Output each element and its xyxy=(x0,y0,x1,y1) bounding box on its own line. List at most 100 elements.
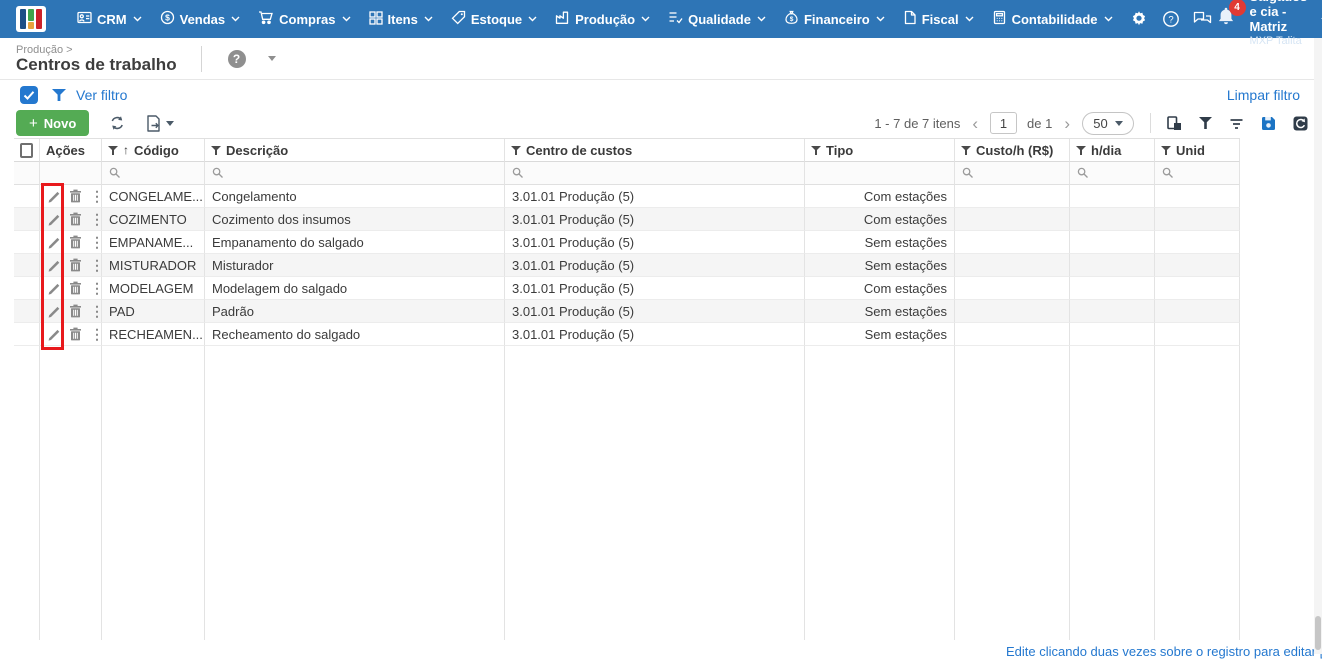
row-menu-icon[interactable]: ⋮ xyxy=(90,326,101,343)
column-filter-icon[interactable] xyxy=(811,145,821,155)
row-menu-icon[interactable]: ⋮ xyxy=(90,211,101,228)
menu-estoque[interactable]: Estoque xyxy=(442,0,546,38)
export-button[interactable] xyxy=(146,114,175,132)
menu-qualidade[interactable]: Qualidade xyxy=(659,0,775,38)
row-menu-icon[interactable]: ⋮ xyxy=(90,188,101,205)
edit-icon[interactable] xyxy=(47,212,61,227)
header-descricao[interactable]: Descrição xyxy=(205,139,505,162)
vertical-scrollbar[interactable] xyxy=(1314,38,1322,654)
column-filter-icon[interactable] xyxy=(1161,145,1171,155)
filter-cell-descricao[interactable] xyxy=(205,162,505,185)
table-row[interactable]: ⋮ COZIMENTO Cozimento dos insumos 3.01.0… xyxy=(14,208,1240,231)
delete-icon[interactable] xyxy=(69,212,82,226)
menu-crm[interactable]: CRM xyxy=(68,0,151,38)
column-filter-icon[interactable] xyxy=(961,145,971,155)
menu-itens[interactable]: Itens xyxy=(360,0,442,38)
row-menu-icon[interactable]: ⋮ xyxy=(90,257,101,274)
next-page-chevron[interactable]: › xyxy=(1064,113,1070,133)
column-filter-icon[interactable] xyxy=(511,145,521,155)
header-tipo[interactable]: Tipo xyxy=(805,139,955,162)
delete-icon[interactable] xyxy=(69,189,82,203)
row-select-cell[interactable] xyxy=(14,254,40,277)
column-filter-icon[interactable] xyxy=(1076,145,1086,155)
filter-cell-tipo[interactable] xyxy=(805,162,955,185)
scrollbar-thumb[interactable] xyxy=(1315,616,1321,650)
factory-icon xyxy=(555,10,570,28)
limpar-filtro-link[interactable]: Limpar filtro xyxy=(1226,87,1300,103)
page-size-select[interactable]: 50 xyxy=(1082,111,1134,135)
columns-chooser-icon[interactable] xyxy=(1167,115,1182,131)
edit-icon[interactable] xyxy=(47,189,61,204)
edit-icon[interactable] xyxy=(47,235,61,250)
filter-cell-centro[interactable] xyxy=(505,162,805,185)
header-unid[interactable]: Unid xyxy=(1155,139,1240,162)
table-row[interactable]: ⋮ EMPANAME... Empanamento do salgado 3.0… xyxy=(14,231,1240,254)
menu-producao[interactable]: Produção xyxy=(546,0,659,38)
select-all-checkbox[interactable] xyxy=(20,142,33,158)
filter-cell-hdia[interactable] xyxy=(1070,162,1155,185)
notifications-bell[interactable]: 4 xyxy=(1216,0,1246,32)
edit-icon[interactable] xyxy=(47,258,61,273)
row-menu-icon[interactable]: ⋮ xyxy=(90,303,101,320)
page-number-input[interactable]: 1 xyxy=(990,112,1018,134)
edit-icon[interactable] xyxy=(47,327,61,342)
clear-sort-icon[interactable] xyxy=(1229,117,1244,130)
menu-compras[interactable]: Compras xyxy=(249,0,359,38)
edit-icon[interactable] xyxy=(47,281,61,296)
prev-page-chevron[interactable]: ‹ xyxy=(972,113,979,133)
column-filter-icon[interactable] xyxy=(211,145,221,155)
row-menu-icon[interactable]: ⋮ xyxy=(90,280,101,297)
filter-checkbox[interactable] xyxy=(20,86,38,104)
delete-icon[interactable] xyxy=(69,235,82,249)
menu-financeiro[interactable]: $ Financeiro xyxy=(775,0,894,38)
delete-icon[interactable] xyxy=(69,258,82,272)
page-help-icon[interactable]: ? xyxy=(227,49,246,68)
restore-layout-icon[interactable] xyxy=(1293,116,1308,131)
table-row[interactable]: ⋮ MODELAGEM Modelagem do salgado 3.01.01… xyxy=(14,277,1240,300)
header-select-all[interactable] xyxy=(14,139,40,162)
table-row[interactable]: ⋮ RECHEAMEN... Recheamento do salgado 3.… xyxy=(14,323,1240,346)
menu-fiscal[interactable]: Fiscal xyxy=(894,0,983,38)
column-filter-icon[interactable] xyxy=(108,145,118,155)
row-select-cell[interactable] xyxy=(14,323,40,346)
save-layout-icon[interactable] xyxy=(1261,116,1276,131)
header-codigo[interactable]: ↑ Código xyxy=(102,139,205,162)
header-centro-custos[interactable]: Centro de custos xyxy=(505,139,805,162)
header-custo-h[interactable]: Custo/h (R$) xyxy=(955,139,1070,162)
breadcrumb[interactable]: Produção > xyxy=(16,44,73,57)
menu-contabilidade[interactable]: Contabilidade xyxy=(983,0,1122,38)
gear-icon[interactable] xyxy=(1126,6,1152,32)
help-dropdown-caret[interactable] xyxy=(267,56,276,61)
app-logo[interactable] xyxy=(16,6,46,32)
row-select-cell[interactable] xyxy=(14,231,40,254)
chat-icon[interactable] xyxy=(1190,6,1216,32)
edit-icon[interactable] xyxy=(47,304,61,319)
filter-funnel-icon[interactable] xyxy=(52,89,66,101)
row-select-cell[interactable] xyxy=(14,300,40,323)
filter-cell-unid[interactable] xyxy=(1155,162,1240,185)
filter-cell-custo[interactable] xyxy=(955,162,1070,185)
row-select-cell[interactable] xyxy=(14,277,40,300)
row-select-cell[interactable] xyxy=(14,185,40,208)
company-selector[interactable]: Salgados e cia - Matriz MXP Talita xyxy=(1250,0,1322,48)
row-menu-icon[interactable]: ⋮ xyxy=(90,234,101,251)
refresh-icon[interactable] xyxy=(109,115,126,131)
help-icon[interactable]: ? xyxy=(1158,6,1184,32)
delete-icon[interactable] xyxy=(69,327,82,341)
table-row[interactable]: ⋮ CONGELAME... Congelamento 3.01.01 Prod… xyxy=(14,185,1240,208)
grid-empty-area xyxy=(14,346,1240,640)
table-row[interactable]: ⋮ PAD Padrão 3.01.01 Produção (5) Sem es… xyxy=(14,300,1240,323)
check-icon xyxy=(23,90,35,100)
grid-filter-icon[interactable] xyxy=(1199,117,1212,129)
delete-icon[interactable] xyxy=(69,304,82,318)
novo-button[interactable]: + Novo xyxy=(16,110,90,136)
header-h-dia[interactable]: h/dia xyxy=(1070,139,1155,162)
menu-vendas[interactable]: $ Vendas xyxy=(151,0,250,38)
delete-icon[interactable] xyxy=(69,281,82,295)
chevron-down-icon xyxy=(528,16,537,22)
ver-filtro-link[interactable]: Ver filtro xyxy=(76,87,128,103)
row-select-cell[interactable] xyxy=(14,208,40,231)
filter-cell-codigo[interactable] xyxy=(102,162,205,185)
inline-edit-hint[interactable]: Edite clicando duas vezes sobre o regist… xyxy=(1006,644,1322,659)
table-row[interactable]: ⋮ MISTURADOR Misturador 3.01.01 Produção… xyxy=(14,254,1240,277)
